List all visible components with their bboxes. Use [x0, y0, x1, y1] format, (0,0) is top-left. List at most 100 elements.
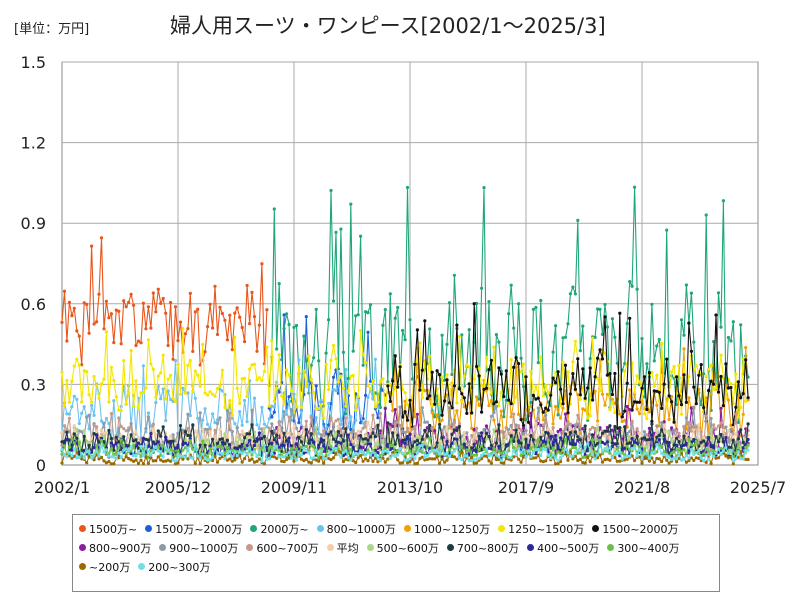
data-point [635, 400, 639, 404]
data-point [447, 454, 452, 458]
data-point [383, 447, 387, 451]
data-point [596, 376, 600, 380]
data-point [356, 440, 360, 444]
data-point [519, 453, 523, 458]
data-point [472, 461, 476, 465]
data-point [689, 456, 694, 460]
data-point [136, 451, 141, 455]
data-point [206, 430, 210, 434]
data-point [304, 457, 308, 461]
data-point [292, 426, 296, 430]
data-point [287, 395, 291, 399]
data-point [482, 452, 486, 456]
data-point [336, 424, 340, 429]
data-point [109, 441, 113, 445]
data-point [608, 408, 612, 412]
data-point [531, 456, 536, 460]
data-point [494, 458, 498, 462]
data-point [297, 453, 301, 457]
data-point [684, 460, 689, 464]
data-point [647, 437, 652, 442]
data-point [393, 450, 397, 454]
data-point [489, 447, 493, 451]
data-point [536, 437, 540, 442]
data-point [576, 451, 580, 455]
data-point [164, 397, 168, 401]
data-point [354, 314, 358, 318]
data-point [517, 440, 521, 444]
data-point [438, 452, 442, 456]
data-point [213, 441, 217, 445]
data-point [220, 368, 224, 372]
data-point [620, 447, 624, 451]
data-point [80, 411, 84, 415]
data-point [637, 380, 642, 384]
data-point [741, 357, 745, 361]
data-point [600, 452, 605, 456]
data-point [95, 429, 99, 433]
data-point [591, 425, 595, 429]
data-point [704, 375, 708, 379]
data-point [230, 440, 234, 445]
data-point [665, 440, 669, 444]
data-point [240, 439, 244, 443]
data-point [719, 325, 723, 329]
data-point [514, 438, 518, 442]
data-point [396, 433, 400, 438]
data-point [95, 425, 99, 429]
data-point [299, 440, 303, 444]
data-point [215, 445, 220, 449]
data-point [482, 387, 486, 391]
data-point [702, 406, 706, 410]
data-point [480, 457, 484, 461]
data-point [714, 451, 718, 455]
data-point [744, 443, 748, 447]
data-point [136, 407, 141, 411]
data-point [438, 402, 442, 406]
data-point [689, 291, 694, 295]
data-point [650, 302, 654, 306]
data-point [401, 328, 405, 333]
data-point [292, 450, 296, 454]
y-tick-label: 0 [36, 456, 46, 475]
data-point [250, 290, 254, 294]
data-point [77, 334, 81, 338]
data-point [613, 371, 617, 376]
data-point [507, 312, 511, 316]
data-point [603, 458, 607, 462]
data-point [285, 457, 289, 462]
data-point [724, 432, 728, 436]
data-point [618, 442, 622, 446]
data-point [563, 452, 568, 456]
legend-label: 1500万~2000万 [155, 522, 243, 536]
data-point [223, 457, 227, 461]
data-point [561, 360, 565, 364]
data-point [144, 437, 148, 441]
data-point [682, 443, 686, 447]
data-point [156, 287, 160, 291]
data-point [364, 457, 368, 461]
data-point [373, 357, 377, 361]
data-point [635, 287, 639, 291]
data-point [568, 292, 573, 296]
data-point [141, 391, 145, 395]
data-point [635, 441, 639, 445]
data-point [90, 456, 94, 460]
data-point [230, 416, 234, 420]
data-point [620, 419, 624, 424]
data-point [213, 428, 217, 432]
data-point [299, 405, 303, 409]
data-point [472, 457, 476, 461]
data-point [415, 461, 419, 465]
data-point [484, 447, 489, 451]
data-point [670, 395, 674, 399]
data-point [309, 363, 313, 367]
data-point [193, 396, 197, 400]
data-point [243, 376, 247, 380]
data-point [709, 379, 713, 383]
data-point [368, 427, 373, 431]
data-point [521, 362, 526, 366]
data-point [104, 330, 108, 334]
data-point [255, 423, 259, 427]
data-point [623, 446, 627, 450]
